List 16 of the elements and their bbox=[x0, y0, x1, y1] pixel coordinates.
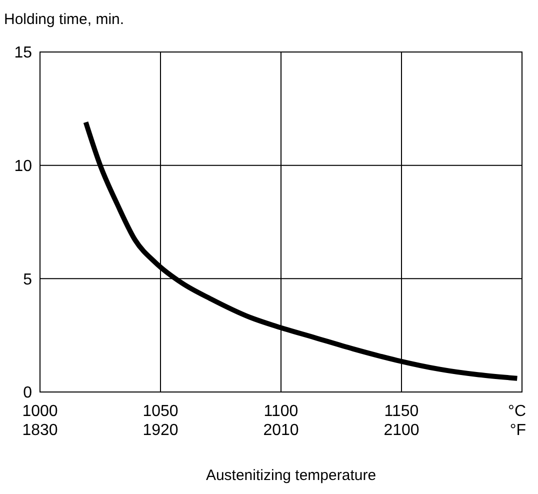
y-tick-label: 5 bbox=[23, 271, 32, 288]
y-tick-label: 0 bbox=[23, 384, 32, 402]
y-tick-label: 15 bbox=[14, 44, 32, 62]
x-axis-title: Austenitizing temperature bbox=[206, 467, 376, 484]
x-tick-label: °C bbox=[508, 403, 526, 420]
x2-tick-label: 2100 bbox=[384, 422, 420, 439]
y-tick-label: 10 bbox=[14, 158, 32, 175]
x-tick-label: 1150 bbox=[384, 403, 419, 420]
x2-tick-label: 1830 bbox=[22, 422, 58, 439]
x-tick-label: 1050 bbox=[142, 403, 178, 420]
x2-tick-label: °F bbox=[510, 422, 526, 439]
x-tick-label: 1100 bbox=[264, 403, 298, 420]
y-axis-title: Holding time, min. bbox=[4, 11, 124, 28]
x2-tick-label: 1920 bbox=[142, 422, 178, 439]
x-tick-label: 1000 bbox=[22, 403, 58, 420]
x2-tick-label: 2010 bbox=[263, 422, 299, 439]
